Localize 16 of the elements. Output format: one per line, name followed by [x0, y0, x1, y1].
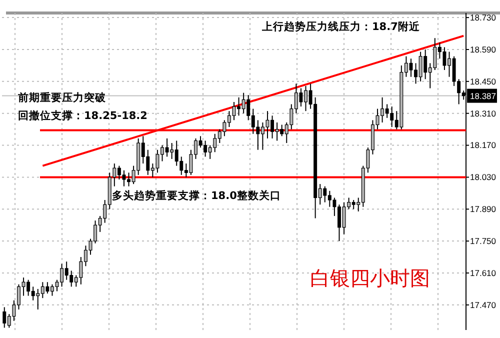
text: 白银四小时图 [310, 266, 430, 290]
y-tick-label: 17.470 [470, 300, 496, 310]
y-tick-label: 18.310 [470, 108, 496, 118]
y-tick-label: 18.030 [470, 172, 496, 182]
y-tick-label: 17.610 [470, 268, 496, 278]
annotation: 多头趋势重要支撑：18.0整数关口 [112, 189, 281, 202]
annotation: 回撤位支撑：18.25-18.2 [18, 109, 148, 122]
y-tick-label: 18.450 [470, 76, 496, 86]
y-tick-label: 18.170 [470, 140, 496, 150]
ref-line-label: 18.387 [470, 90, 496, 101]
y-tick-label: 17.750 [470, 236, 496, 246]
y-tick-label: 17.890 [470, 204, 496, 214]
y-tick-label: 18.590 [470, 44, 496, 54]
annotation: 前期重要压力突破 [17, 91, 107, 104]
annotation: 上行趋势压力线压力：18.7附近 [261, 20, 421, 33]
y-tick-label: 18.730 [470, 12, 496, 23]
